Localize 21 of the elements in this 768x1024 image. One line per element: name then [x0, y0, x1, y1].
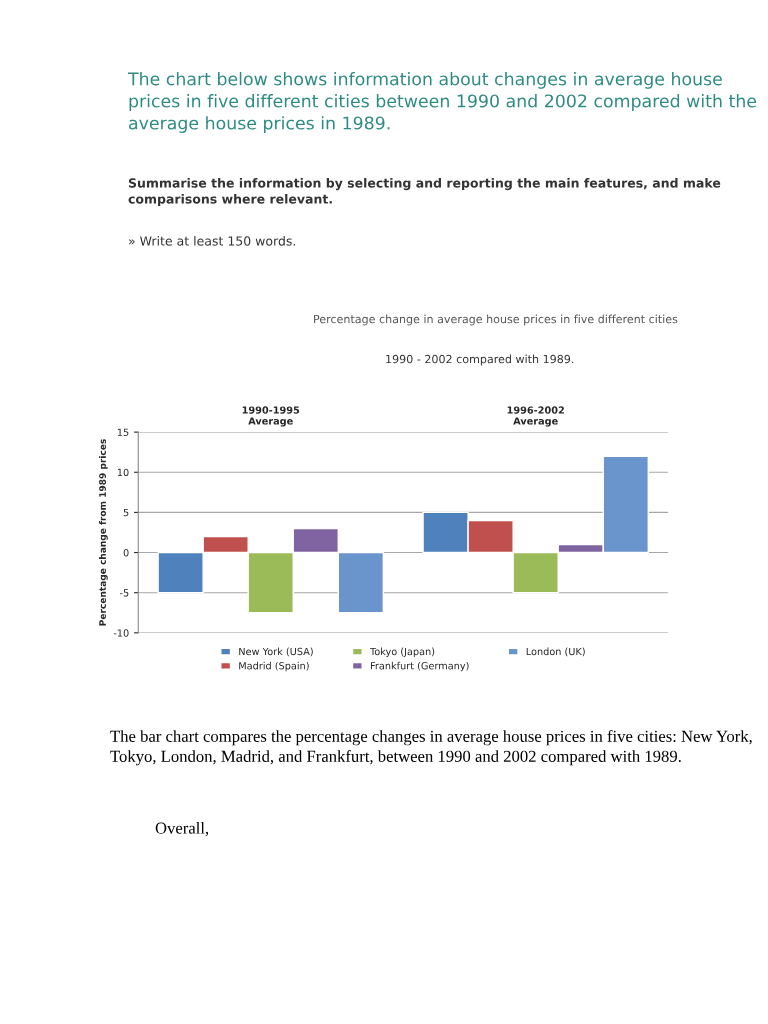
legend-label: Tokyo (Japan)	[369, 647, 435, 658]
x-tick-label: 1996-2002 Average	[507, 406, 564, 427]
y-tick-label: 5	[123, 509, 129, 517]
y-tick-label: 15	[117, 428, 129, 436]
y-tick-label: 0	[123, 549, 129, 557]
y-tick-label: 10	[117, 468, 129, 477]
chart-subtitle: 1990 - 2002 compared with 1989.	[386, 354, 574, 366]
text: Overall,	[155, 822, 209, 837]
y-tick-label: -10	[113, 629, 129, 637]
text: The chart below shows information about changes in average house prices in five different cities between 1990 and 2002 compared with the average house prices in 1989.	[127, 72, 757, 133]
chart-title: Percentage change in average house prices in five different cities	[314, 314, 678, 326]
y-tick-label: -5	[119, 589, 129, 597]
y-axis-title: Percentage change from 1989 prices	[98, 439, 108, 626]
legend-label: London (UK)	[526, 647, 585, 657]
legend-label: New York (USA)	[239, 647, 313, 657]
text: Summarise the information by selecting and reporting the main features, and make comparisons where relevant.	[128, 178, 721, 207]
text: The bar chart compares the percentage changes in average house prices in five cities: New York, Tokyo, London, Madrid, and Frankfurt, between 1990 and 2002 compared with 1989.	[110, 730, 752, 766]
x-tick-label: 1990-1995 Average	[242, 406, 300, 427]
legend-label: Frankfurt (Germany)	[370, 661, 469, 672]
legend-label: Madrid (Spain)	[239, 661, 309, 672]
text: » Write at least 150 words.	[129, 236, 296, 246]
